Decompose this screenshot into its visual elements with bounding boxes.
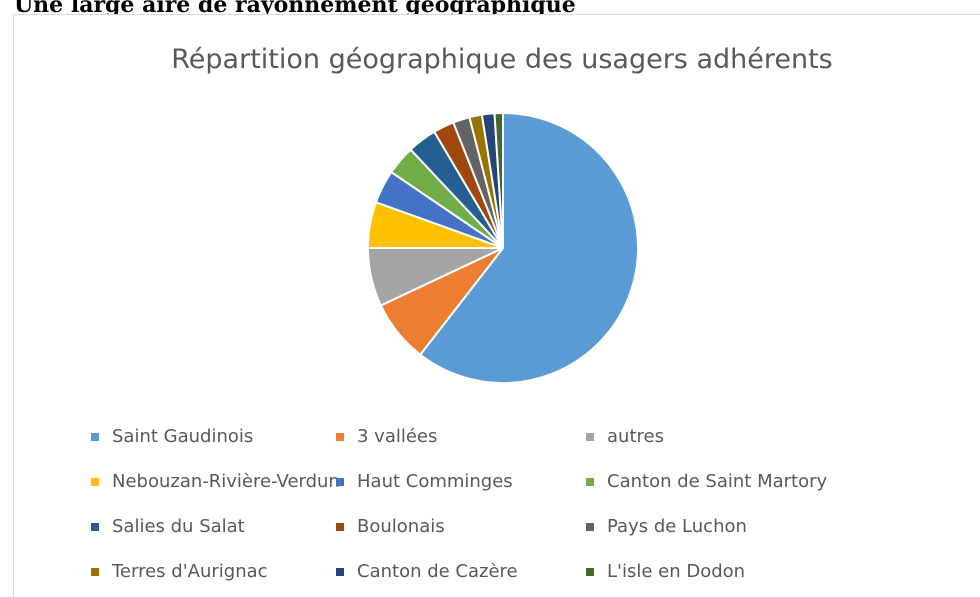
legend-label: 3 vallées [357,426,437,447]
legend-label: Saint Gaudinois [112,426,253,447]
legend-swatch [586,523,594,531]
legend-label: Pays de Luchon [607,516,747,537]
legend-label: autres [607,426,664,447]
pie-slice [418,111,639,384]
legend-swatch [336,523,344,531]
heading: Une large aire de rayonnement géographiq… [14,0,576,18]
legend-label: Terres d'Aurignac [111,561,268,582]
legend-swatch [91,433,99,441]
legend-label: Canton de Cazère [357,561,518,582]
pie [366,111,639,384]
legend-swatch [586,478,594,486]
legend-swatch [336,433,344,441]
legend: Saint Gaudinois 3 vallées autres Nebouzan-R… [91,426,828,582]
legend-swatch [91,523,99,531]
legend-label: L'isle en Dodon [607,561,745,582]
legend-label: Salies du Salat [112,516,245,537]
legend-label: Haut Comminges [357,471,513,492]
legend-swatch [586,433,594,441]
pie-slice [493,111,504,249]
legend-label: Boulonais [357,516,445,537]
legend-swatch [336,568,344,576]
legend-label: Nebouzan-Rivière-Verdun [112,471,340,492]
legend-swatch [91,478,99,486]
legend-swatch [91,568,99,576]
legend-label: Canton de Saint Martory [607,471,828,492]
legend-swatch [336,478,344,486]
chart-title: Répartition géographique des usagers adh… [171,44,833,75]
legend-swatch [586,568,594,576]
